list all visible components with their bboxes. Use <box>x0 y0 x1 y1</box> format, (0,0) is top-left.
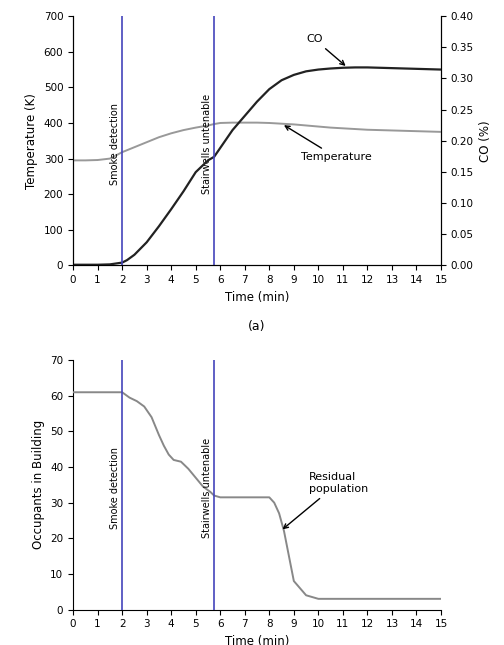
X-axis label: Time (min): Time (min) <box>225 291 289 304</box>
Y-axis label: Occupants in Building: Occupants in Building <box>32 421 45 550</box>
Text: Smoke detection: Smoke detection <box>110 448 119 530</box>
Text: Residual
population: Residual population <box>284 472 368 528</box>
Y-axis label: CO (%): CO (%) <box>479 120 492 162</box>
Text: Stairwells untenable: Stairwells untenable <box>202 439 212 539</box>
Text: Temperature: Temperature <box>285 126 372 163</box>
Y-axis label: Temperature (K): Temperature (K) <box>25 93 38 189</box>
Text: Smoke detection: Smoke detection <box>110 103 119 185</box>
Text: (a): (a) <box>248 321 266 333</box>
Text: Stairwells untenable: Stairwells untenable <box>202 94 212 194</box>
X-axis label: Time (min): Time (min) <box>225 635 289 645</box>
Text: CO: CO <box>306 34 345 65</box>
